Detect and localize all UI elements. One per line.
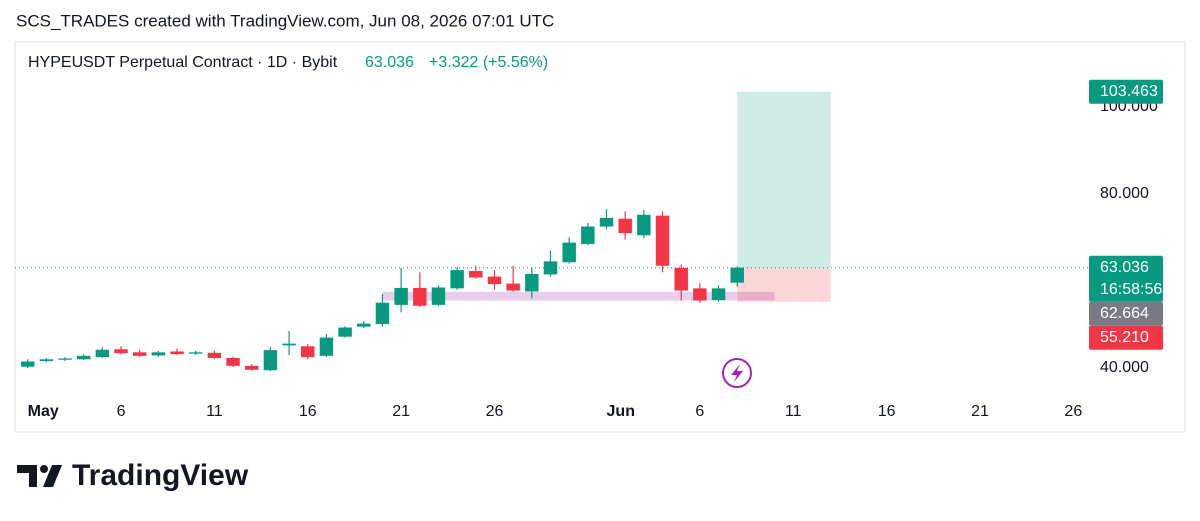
price-label: 62.664 — [1100, 305, 1149, 322]
candle-body — [431, 287, 446, 305]
candle-body — [151, 352, 166, 356]
countdown-label: 16:58:56 — [1100, 281, 1162, 298]
candle-body — [263, 350, 278, 371]
candle-body — [207, 352, 222, 359]
candle-body — [655, 215, 670, 266]
candle-body — [282, 343, 296, 346]
candle-body — [132, 352, 147, 356]
candle-body — [58, 358, 72, 360]
candle-body — [245, 365, 259, 370]
candle-body — [711, 288, 726, 301]
chart-title: HYPEUSDT Perpetual Contract · 1D · Bybit — [28, 54, 338, 71]
candle-body — [226, 358, 240, 366]
price-label-bg — [1089, 301, 1163, 326]
x-tick-label: 6 — [695, 403, 704, 420]
lightning-icon — [722, 358, 752, 388]
target-zone — [737, 91, 831, 268]
candle-body — [487, 276, 502, 285]
plot-area — [15, 91, 1088, 372]
x-tick-label: 21 — [392, 403, 410, 420]
candle-body — [338, 327, 352, 337]
candle-body — [95, 349, 110, 358]
candle-body — [693, 288, 707, 301]
y-tick-label: 80.000 — [1100, 185, 1149, 202]
brand-logo — [17, 465, 62, 487]
x-tick-label: May — [28, 403, 59, 420]
candle-body — [637, 214, 651, 236]
support-zone — [382, 291, 775, 301]
chart-frame — [14, 41, 1186, 433]
candle-body — [562, 242, 576, 263]
candle-body — [525, 273, 539, 292]
price-label-bg — [1089, 255, 1163, 302]
candle-body — [543, 261, 558, 275]
x-tick-label: 11 — [206, 403, 223, 420]
header: SCS_TRADES created with TradingView.com,… — [16, 11, 554, 30]
candle-body — [301, 346, 315, 358]
candle-body — [39, 359, 54, 362]
price-change: +3.322 (+5.56%) — [429, 54, 548, 71]
candle-body — [469, 270, 483, 278]
candle-body — [599, 217, 614, 227]
candle-body — [413, 287, 427, 306]
candle-body — [618, 218, 632, 234]
brand: TradingView — [72, 459, 249, 492]
y-tick-label: 40.000 — [1100, 359, 1149, 376]
last-price: 63.036 — [365, 54, 414, 71]
stop-zone — [737, 267, 831, 302]
candle-body — [319, 337, 334, 356]
candle-body — [506, 283, 520, 291]
x-tick-label: 11 — [785, 403, 802, 420]
x-tick-label: 6 — [117, 403, 126, 420]
candle-body — [581, 226, 595, 244]
x-tick-label: 21 — [971, 403, 989, 420]
candle-body — [674, 267, 688, 291]
price-label-bg — [1089, 79, 1163, 104]
price-label-bg — [1089, 325, 1163, 350]
x-tick-label: 26 — [486, 403, 504, 420]
price-label: 55.210 — [1100, 329, 1149, 346]
candle-body — [394, 287, 408, 305]
x-tick-label: 16 — [878, 403, 896, 420]
candle-body — [357, 323, 371, 327]
price-label: 63.036 — [1100, 259, 1149, 276]
x-tick-label: Jun — [607, 403, 635, 420]
candle-body — [170, 351, 184, 355]
candle-body — [20, 361, 35, 367]
candle-body — [375, 302, 390, 325]
x-tick-label: 16 — [299, 403, 317, 420]
price-label: 103.463 — [1100, 83, 1158, 100]
candle-body — [189, 352, 203, 354]
candle-body — [114, 349, 128, 354]
candle-body — [76, 355, 91, 360]
candle-body — [730, 267, 744, 283]
candle-body — [450, 270, 464, 289]
x-tick-label: 26 — [1064, 403, 1082, 420]
